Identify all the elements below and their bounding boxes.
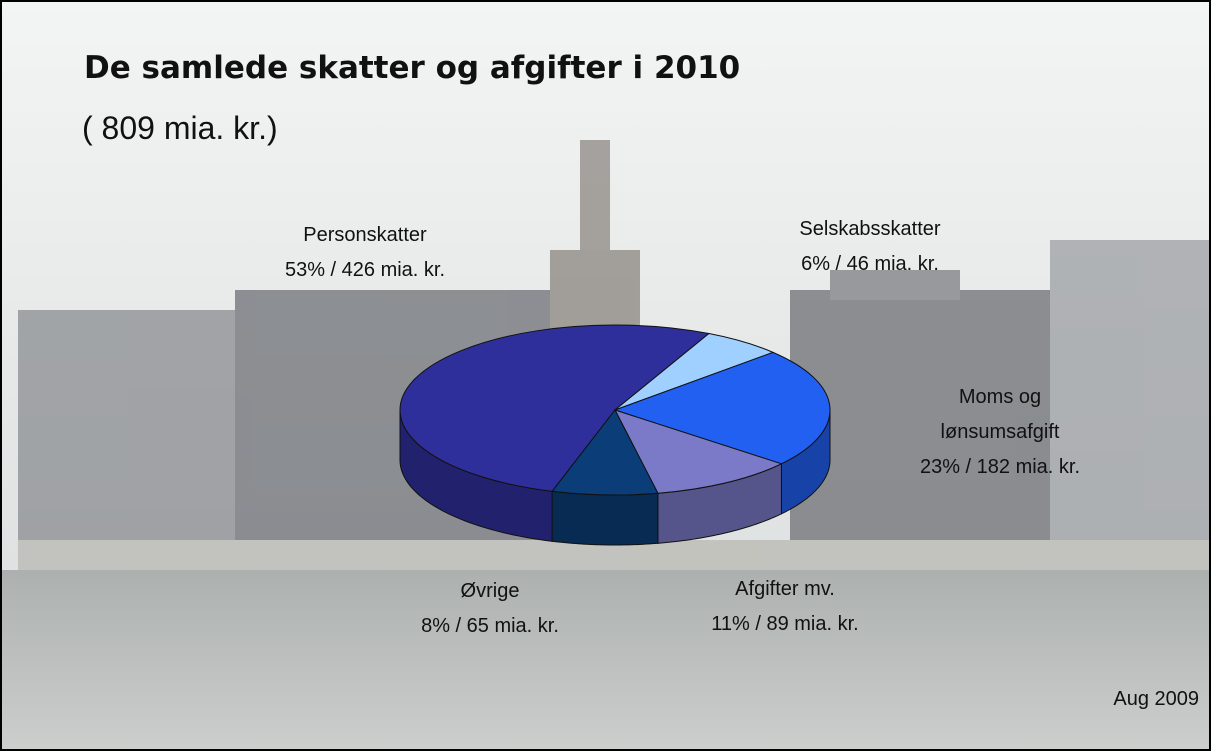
pie-slice-side xyxy=(552,491,658,545)
category-label: Selskabsskatter xyxy=(760,212,980,247)
slide: De samlede skatter og afgifter i 2010 ( … xyxy=(0,0,1211,751)
value-label: 6% / 46 mia. kr. xyxy=(760,247,980,282)
value-label: 23% / 182 mia. kr. xyxy=(890,450,1110,485)
slice-label: Afgifter mv.11% / 89 mia. kr. xyxy=(665,572,905,642)
value-label: 11% / 89 mia. kr. xyxy=(665,607,905,642)
chart-subtitle: ( 809 mia. kr.) xyxy=(82,110,278,147)
value-label: 8% / 65 mia. kr. xyxy=(380,609,600,644)
category-label: Øvrige xyxy=(380,574,600,609)
chart-title: De samlede skatter og afgifter i 2010 xyxy=(84,50,740,86)
pie xyxy=(400,325,830,545)
category-label: Moms og lønsumsafgift xyxy=(925,380,1075,450)
value-label: 53% / 426 mia. kr. xyxy=(265,253,465,288)
photo-water xyxy=(0,570,1211,751)
category-label: Personskatter xyxy=(265,218,465,253)
category-label: Afgifter mv. xyxy=(665,572,905,607)
note: Aug 2009 xyxy=(1113,688,1199,711)
